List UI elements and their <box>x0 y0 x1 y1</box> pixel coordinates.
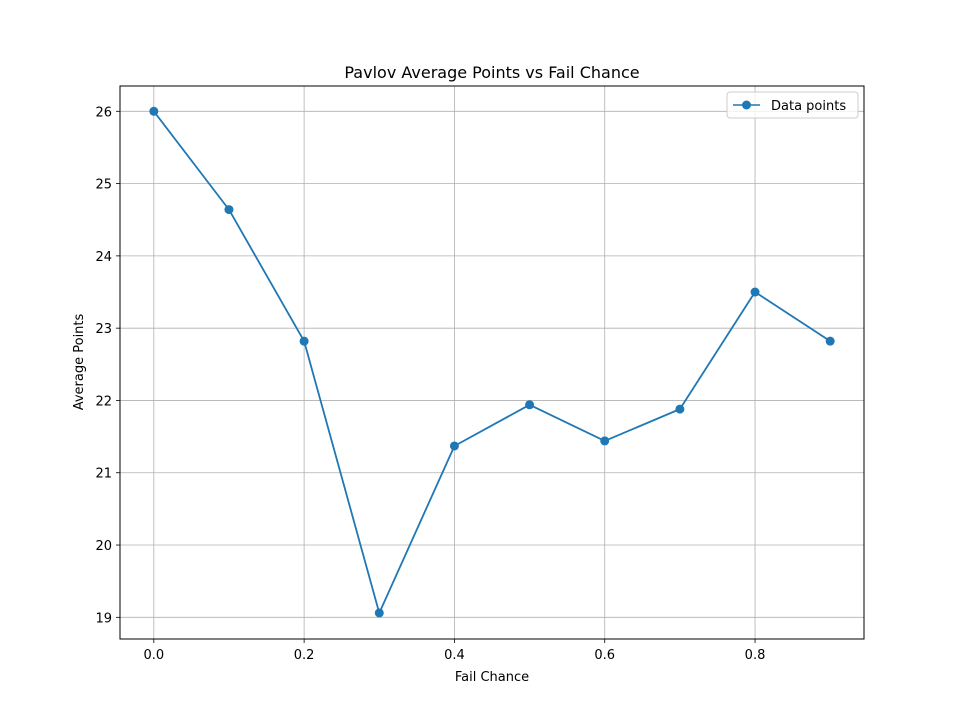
data-point-marker <box>149 106 159 116</box>
x-tick-label: 0.8 <box>745 648 766 663</box>
data-point-marker <box>374 608 384 618</box>
y-tick-label: 26 <box>95 105 112 120</box>
y-axis-ticks: 19 20 21 22 23 24 25 26 <box>95 105 120 626</box>
y-axis-label: Average Points <box>72 313 87 410</box>
x-tick-label: 0.4 <box>444 648 465 663</box>
data-point-marker <box>600 436 610 446</box>
data-point-marker <box>224 205 234 215</box>
plot-frame <box>119 85 865 640</box>
y-tick-label: 21 <box>95 467 112 482</box>
data-point-marker <box>750 287 760 297</box>
data-point-marker <box>525 400 535 410</box>
data-point-marker <box>449 441 459 451</box>
x-axis-label: Fail Chance <box>455 670 529 685</box>
data-point-marker <box>299 336 309 346</box>
data-point-marker <box>675 404 685 414</box>
grid-lines <box>120 86 864 639</box>
series-line <box>153 110 831 614</box>
y-tick-label: 22 <box>95 394 112 409</box>
y-tick-label: 25 <box>95 178 112 193</box>
series-data-points <box>149 106 835 618</box>
legend-marker-swatch <box>742 100 751 110</box>
chart-title: Pavlov Average Points vs Fail Chance <box>344 63 639 82</box>
x-tick-label: 0.2 <box>294 648 315 663</box>
legend: Data points <box>726 91 859 119</box>
x-tick-label: 0.0 <box>143 648 164 663</box>
x-axis-ticks: 0.0 0.2 0.4 0.6 0.8 <box>143 639 765 663</box>
legend-label: Data points <box>771 99 846 114</box>
y-tick-label: 20 <box>95 539 112 554</box>
y-tick-label: 24 <box>95 250 112 265</box>
legend-box <box>726 91 859 119</box>
x-tick-label: 0.6 <box>594 648 615 663</box>
data-point-marker <box>825 336 835 346</box>
y-tick-label: 23 <box>95 322 112 337</box>
y-tick-label: 19 <box>95 611 112 626</box>
